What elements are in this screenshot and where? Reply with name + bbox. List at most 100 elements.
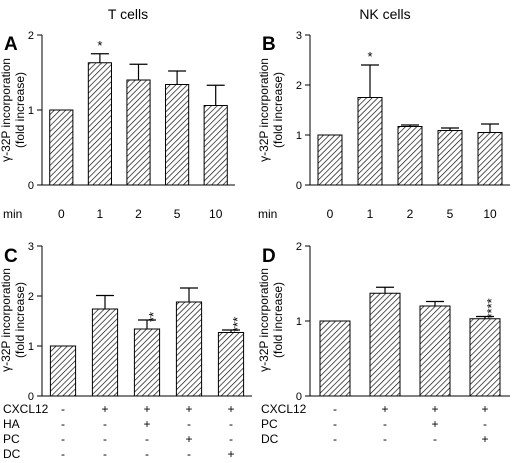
treatment-mark: + — [143, 417, 150, 431]
treatment-mark: + — [481, 432, 488, 446]
treatment-mark: + — [481, 402, 488, 416]
treatment-mark: - — [187, 447, 191, 461]
panel-b-ylabel-line2: (fold increase) — [271, 72, 285, 148]
y-tick-label: 2 — [28, 30, 34, 42]
panel-c-ylabel-line2: (fold increase) — [13, 282, 27, 358]
treatment-mark: - — [103, 432, 107, 446]
bar — [175, 301, 203, 397]
panel-b-title: NK cells — [359, 6, 410, 22]
panel-b-bars: * — [317, 49, 503, 186]
panel-c-bars: ** *** — [49, 287, 245, 397]
treatment-mark: - — [187, 417, 191, 431]
significance-mark: **** — [484, 298, 499, 318]
bar — [419, 305, 451, 397]
treatment-mark: - — [433, 432, 437, 446]
panel-a-yticks: 0 1 2 — [28, 30, 42, 192]
treatment-row-label: DC — [3, 447, 21, 461]
treatment-mark: - — [383, 432, 387, 446]
treatment-row-label: DC — [261, 432, 279, 446]
panel-d-treatment-rows: CXCL12- + + +PC - - + -DC - - - + — [261, 402, 489, 446]
bar — [87, 62, 112, 186]
panel-d-yticks: 0 1 2 — [296, 241, 310, 403]
treatment-mark: - — [383, 417, 387, 431]
treatment-mark: + — [431, 417, 438, 431]
panel-b-letter: B — [262, 34, 276, 55]
significance-mark: ** — [146, 312, 161, 322]
y-tick-label: 2 — [28, 291, 34, 303]
panel-a-ylabel-line2: (fold increase) — [13, 72, 27, 148]
bar — [319, 320, 351, 397]
panel-c-ylabel-line1: γ-32P incorporation — [0, 268, 13, 372]
panel-d-bars: **** — [319, 286, 501, 397]
bar — [49, 345, 77, 397]
panel-b: γ-32P incorporation (fold increase) 0 1 2 3… — [257, 30, 510, 221]
bar — [49, 109, 74, 186]
treatment-mark: + — [143, 402, 150, 416]
panel-a-letter: A — [4, 34, 18, 55]
treatment-mark: - — [103, 417, 107, 431]
x-category-label: 10 — [483, 207, 497, 221]
treatment-mark: - — [145, 432, 149, 446]
bar — [397, 126, 423, 186]
significance-mark: * — [97, 38, 102, 53]
treatment-mark: + — [185, 402, 192, 416]
treatment-mark: - — [61, 432, 65, 446]
panel-a-title: T cells — [108, 6, 148, 22]
treatment-mark: + — [101, 402, 108, 416]
bar — [469, 318, 501, 397]
panel-d-letter: D — [262, 246, 276, 267]
treatment-mark: + — [381, 402, 388, 416]
bar — [165, 84, 190, 186]
y-tick-label: 1 — [296, 316, 302, 328]
treatment-mark: - — [61, 402, 65, 416]
x-category-label: 1 — [97, 207, 104, 221]
bar — [437, 130, 463, 186]
panel-a-min-label: min — [3, 207, 22, 221]
bar — [369, 292, 401, 397]
panel-c-yticks: 0 1 2 3 — [28, 241, 42, 403]
treatment-mark: - — [333, 432, 337, 446]
y-tick-label: 1 — [296, 130, 302, 142]
bar — [357, 97, 383, 186]
treatment-row-label: CXCL12 — [3, 402, 49, 416]
x-category-label: 10 — [209, 207, 223, 221]
x-category-label: 2 — [135, 207, 142, 221]
panel-a-bars: * — [49, 38, 228, 186]
y-tick-label: 1 — [28, 341, 34, 353]
treatment-mark: - — [333, 402, 337, 416]
x-category-label: 1 — [367, 207, 374, 221]
treatment-row-label: CXCL12 — [261, 402, 307, 416]
bar — [126, 79, 151, 186]
panel-b-min-label: min — [258, 207, 277, 221]
panel-a: γ-32P incorporation (fold increase) 012 … — [0, 30, 235, 221]
treatment-row-label: PC — [261, 417, 278, 431]
y-tick-label: 0 — [28, 391, 34, 403]
bar — [91, 308, 119, 397]
x-category-label: 0 — [327, 207, 334, 221]
x-category-label: 2 — [407, 207, 414, 221]
panel-b-xcats: 0 1 2 5 10 — [327, 207, 497, 221]
bar — [477, 132, 503, 186]
panel-a-xcats: 0 1 2 5 10 — [58, 207, 223, 221]
panel-a-ylabel-line1: γ-32P incorporation — [0, 58, 13, 162]
bar — [203, 105, 228, 186]
treatment-mark: + — [227, 402, 234, 416]
y-tick-label: 0 — [28, 180, 34, 192]
panel-c: γ-32P incorporation (fold increase) 0 1 2 3… — [0, 241, 252, 461]
treatment-mark: + — [431, 402, 438, 416]
treatment-mark: - — [61, 447, 65, 461]
y-tick-label: 2 — [296, 80, 302, 92]
treatment-mark: - — [333, 417, 337, 431]
panel-d-ylabel-line2: (fold increase) — [271, 282, 285, 358]
y-tick-label: 3 — [28, 241, 34, 253]
y-tick-label: 1 — [28, 105, 34, 117]
x-category-label: 0 — [58, 207, 65, 221]
treatment-mark: - — [229, 417, 233, 431]
treatment-mark: + — [227, 447, 234, 461]
y-tick-label: 0 — [296, 391, 302, 403]
treatment-row-label: HA — [3, 417, 20, 431]
bar — [217, 332, 245, 397]
treatment-row-label: PC — [3, 432, 20, 446]
bar — [133, 328, 161, 397]
